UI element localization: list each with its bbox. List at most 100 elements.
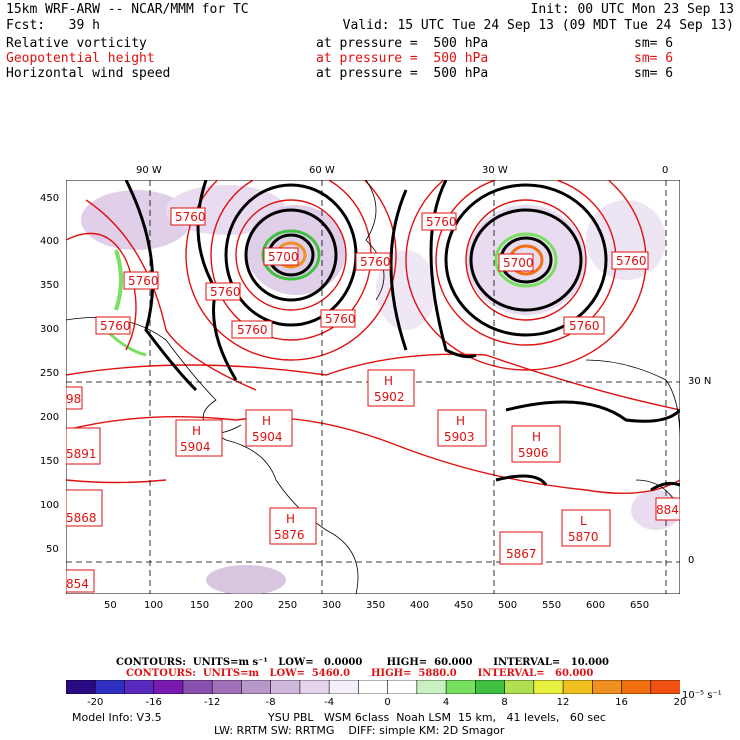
color-bar-swatch	[182, 680, 213, 694]
height-label: 5760	[95, 316, 131, 335]
svg-text:5904: 5904	[180, 440, 211, 454]
color-bar-label: 0	[384, 697, 391, 708]
high-center: H 5904	[175, 419, 223, 457]
field-sm-height: sm= 6	[634, 51, 674, 66]
x-tick: 50	[104, 600, 117, 611]
color-bar-swatch	[475, 680, 506, 694]
svg-text:5760: 5760	[616, 254, 647, 268]
color-bar-swatch	[124, 680, 155, 694]
x-tick: 550	[542, 600, 562, 611]
height-label: 5760	[320, 309, 356, 328]
x-tick: 350	[366, 600, 386, 611]
x-tick: 150	[190, 600, 210, 611]
color-bar-swatch	[416, 680, 447, 694]
color-bar-swatch	[211, 680, 243, 694]
color-bar-label: -12	[204, 697, 221, 708]
svg-text:5760: 5760	[175, 210, 206, 224]
height-label: 5891	[66, 427, 101, 465]
y-tick: 450	[40, 193, 60, 204]
height-labels: 5760 5760 5760 5760 5760 5760 5760 5760 …	[66, 207, 680, 593]
svg-text:H: H	[262, 414, 271, 428]
physics-line-2: LW: RRTM SW: RRTMG DIFF: simple KM: 2D S…	[214, 724, 505, 737]
lon-label: 30 W	[482, 165, 508, 176]
color-bar-label: 4	[442, 697, 450, 708]
color-bar-swatch	[445, 680, 477, 694]
field-sm-vorticity: sm= 6	[634, 36, 674, 51]
color-bar-swatch	[153, 680, 184, 694]
height-label: 5760	[123, 271, 159, 290]
y-tick: 100	[40, 500, 60, 511]
lon-label: 90 W	[136, 165, 162, 176]
weather-map: 5760 5760 5760 5760 5760 5760 5760 5760 …	[66, 180, 680, 594]
svg-text:5760: 5760	[325, 312, 356, 326]
svg-text:5876: 5876	[274, 528, 305, 542]
field-name-vorticity: Relative vorticity	[6, 36, 147, 51]
model-title: 15km WRF-ARW -- NCAR/MMM for TC	[6, 2, 249, 17]
high-center: H 5876	[269, 507, 317, 545]
low-center: L 5870	[561, 509, 611, 547]
y-tick: 250	[40, 368, 60, 379]
color-bar-label: -8	[265, 697, 276, 708]
init-time: Init: 00 UTC Mon 23 Sep 13	[530, 2, 735, 17]
svg-text:L: L	[580, 514, 587, 528]
color-bar-label: -20	[87, 697, 104, 708]
color-bar-swatch	[650, 680, 680, 694]
svg-text:H: H	[532, 430, 541, 444]
lat-label: 0	[688, 555, 695, 566]
svg-text:H: H	[456, 414, 465, 428]
svg-text:5700: 5700	[268, 250, 299, 264]
color-bar-label: 16	[615, 697, 628, 708]
svg-text:5760: 5760	[100, 319, 131, 333]
height-label: 5760	[611, 251, 649, 270]
high-center: H 5904	[245, 409, 293, 447]
color-bar-swatch	[66, 680, 97, 694]
y-tick: 150	[40, 456, 60, 467]
y-tick: 200	[40, 412, 60, 423]
svg-text:854: 854	[66, 577, 89, 591]
color-bar-label: 12	[556, 697, 570, 708]
color-bar-swatch	[270, 680, 301, 694]
field-name-height: Geopotential height	[6, 51, 155, 66]
x-tick: 450	[454, 600, 474, 611]
height-label: 5867	[499, 531, 543, 565]
color-bar-label: -16	[145, 697, 162, 708]
svg-text:5870: 5870	[568, 530, 599, 544]
color-bar-swatch	[533, 680, 564, 694]
color-bar-swatch	[591, 680, 623, 694]
svg-text:5891: 5891	[66, 447, 97, 461]
svg-text:5760: 5760	[128, 274, 159, 288]
height-label: 5760	[205, 282, 241, 301]
lon-label: 60 W	[309, 165, 335, 176]
svg-text:5760: 5760	[237, 323, 268, 337]
svg-text:5903: 5903	[444, 430, 475, 444]
y-tick: 350	[40, 280, 60, 291]
color-bar	[66, 680, 680, 694]
color-bar-label: -4	[324, 697, 335, 708]
svg-text:H: H	[286, 512, 295, 526]
svg-text:5700: 5700	[503, 256, 534, 270]
svg-text:5868: 5868	[66, 511, 97, 525]
x-tick: 100	[144, 600, 164, 611]
field-level-wind: at pressure = 500 hPa	[316, 66, 489, 81]
color-bar-swatch	[328, 680, 360, 694]
lat-label: 30 N	[688, 376, 712, 387]
contour-info-wind: CONTOURS: UNITS=m s⁻¹ LOW= 0.0000 HIGH= …	[116, 657, 610, 668]
color-bar-label: 8	[501, 697, 508, 708]
x-tick: 500	[498, 600, 518, 611]
y-tick: 50	[46, 544, 59, 555]
color-bar-swatch	[621, 680, 652, 694]
field-level-height: at pressure = 500 hPa	[316, 51, 489, 66]
x-tick: 300	[322, 600, 342, 611]
color-bar-swatch	[241, 680, 272, 694]
color-bar-swatch	[94, 680, 126, 694]
y-tick: 300	[40, 324, 60, 335]
svg-text:5904: 5904	[252, 430, 283, 444]
color-bar-swatch	[387, 680, 418, 694]
field-level-vorticity: at pressure = 500 hPa	[316, 36, 489, 51]
height-label: 5700	[498, 253, 534, 272]
x-tick: 200	[234, 600, 254, 611]
field-name-wind: Horizontal wind speed	[6, 66, 171, 81]
x-tick: 650	[630, 600, 650, 611]
svg-text:5760: 5760	[426, 215, 457, 229]
svg-text:884: 884	[656, 503, 679, 517]
